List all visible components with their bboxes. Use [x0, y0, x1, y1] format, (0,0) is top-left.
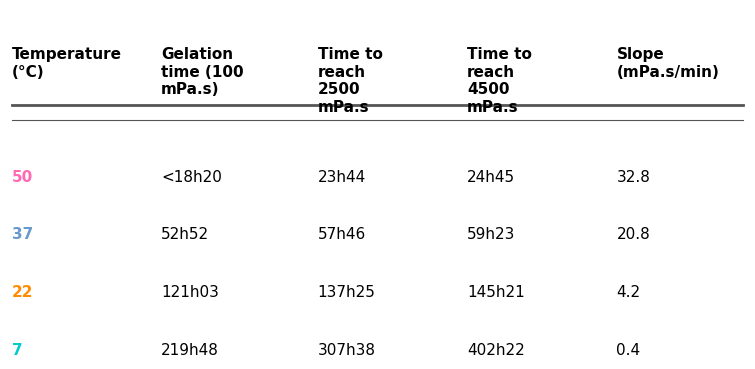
Text: <18h20: <18h20 [161, 170, 222, 185]
Text: 20.8: 20.8 [616, 228, 650, 242]
Text: 7: 7 [11, 343, 22, 358]
Text: Time to
reach
4500
mPa.s: Time to reach 4500 mPa.s [467, 48, 532, 115]
Text: 23h44: 23h44 [318, 170, 366, 185]
Text: Temperature
(°C): Temperature (°C) [11, 48, 122, 80]
Text: 219h48: 219h48 [161, 343, 219, 358]
Text: 307h38: 307h38 [318, 343, 376, 358]
Text: 59h23: 59h23 [467, 228, 516, 242]
Text: 137h25: 137h25 [318, 285, 376, 300]
Text: Gelation
time (100
mPa.s): Gelation time (100 mPa.s) [161, 48, 244, 97]
Text: 4.2: 4.2 [616, 285, 640, 300]
Text: 145h21: 145h21 [467, 285, 525, 300]
Text: 52h52: 52h52 [161, 228, 209, 242]
Text: 57h46: 57h46 [318, 228, 366, 242]
Text: 121h03: 121h03 [161, 285, 219, 300]
Text: 0.4: 0.4 [616, 343, 640, 358]
Text: 37: 37 [11, 228, 33, 242]
Text: 402h22: 402h22 [467, 343, 525, 358]
Text: 22: 22 [11, 285, 33, 300]
Text: Slope
(mPa.s/min): Slope (mPa.s/min) [616, 48, 720, 80]
Text: 50: 50 [11, 170, 33, 185]
Text: 24h45: 24h45 [467, 170, 515, 185]
Text: Time to
reach
2500
mPa.s: Time to reach 2500 mPa.s [318, 48, 383, 115]
Text: 32.8: 32.8 [616, 170, 650, 185]
